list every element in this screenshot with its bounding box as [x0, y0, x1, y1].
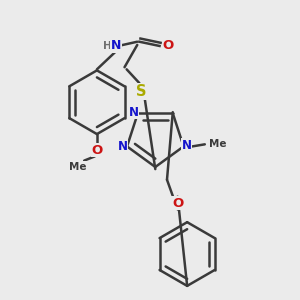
Text: H: H [103, 41, 112, 51]
Text: Me: Me [69, 162, 87, 172]
Text: Me: Me [209, 139, 226, 149]
Text: N: N [129, 106, 139, 119]
Text: O: O [172, 196, 183, 210]
Text: S: S [136, 84, 147, 99]
Text: O: O [162, 40, 174, 52]
Text: N: N [182, 139, 192, 152]
Text: N: N [111, 40, 121, 52]
Text: N: N [118, 140, 128, 153]
Text: O: O [91, 143, 103, 157]
